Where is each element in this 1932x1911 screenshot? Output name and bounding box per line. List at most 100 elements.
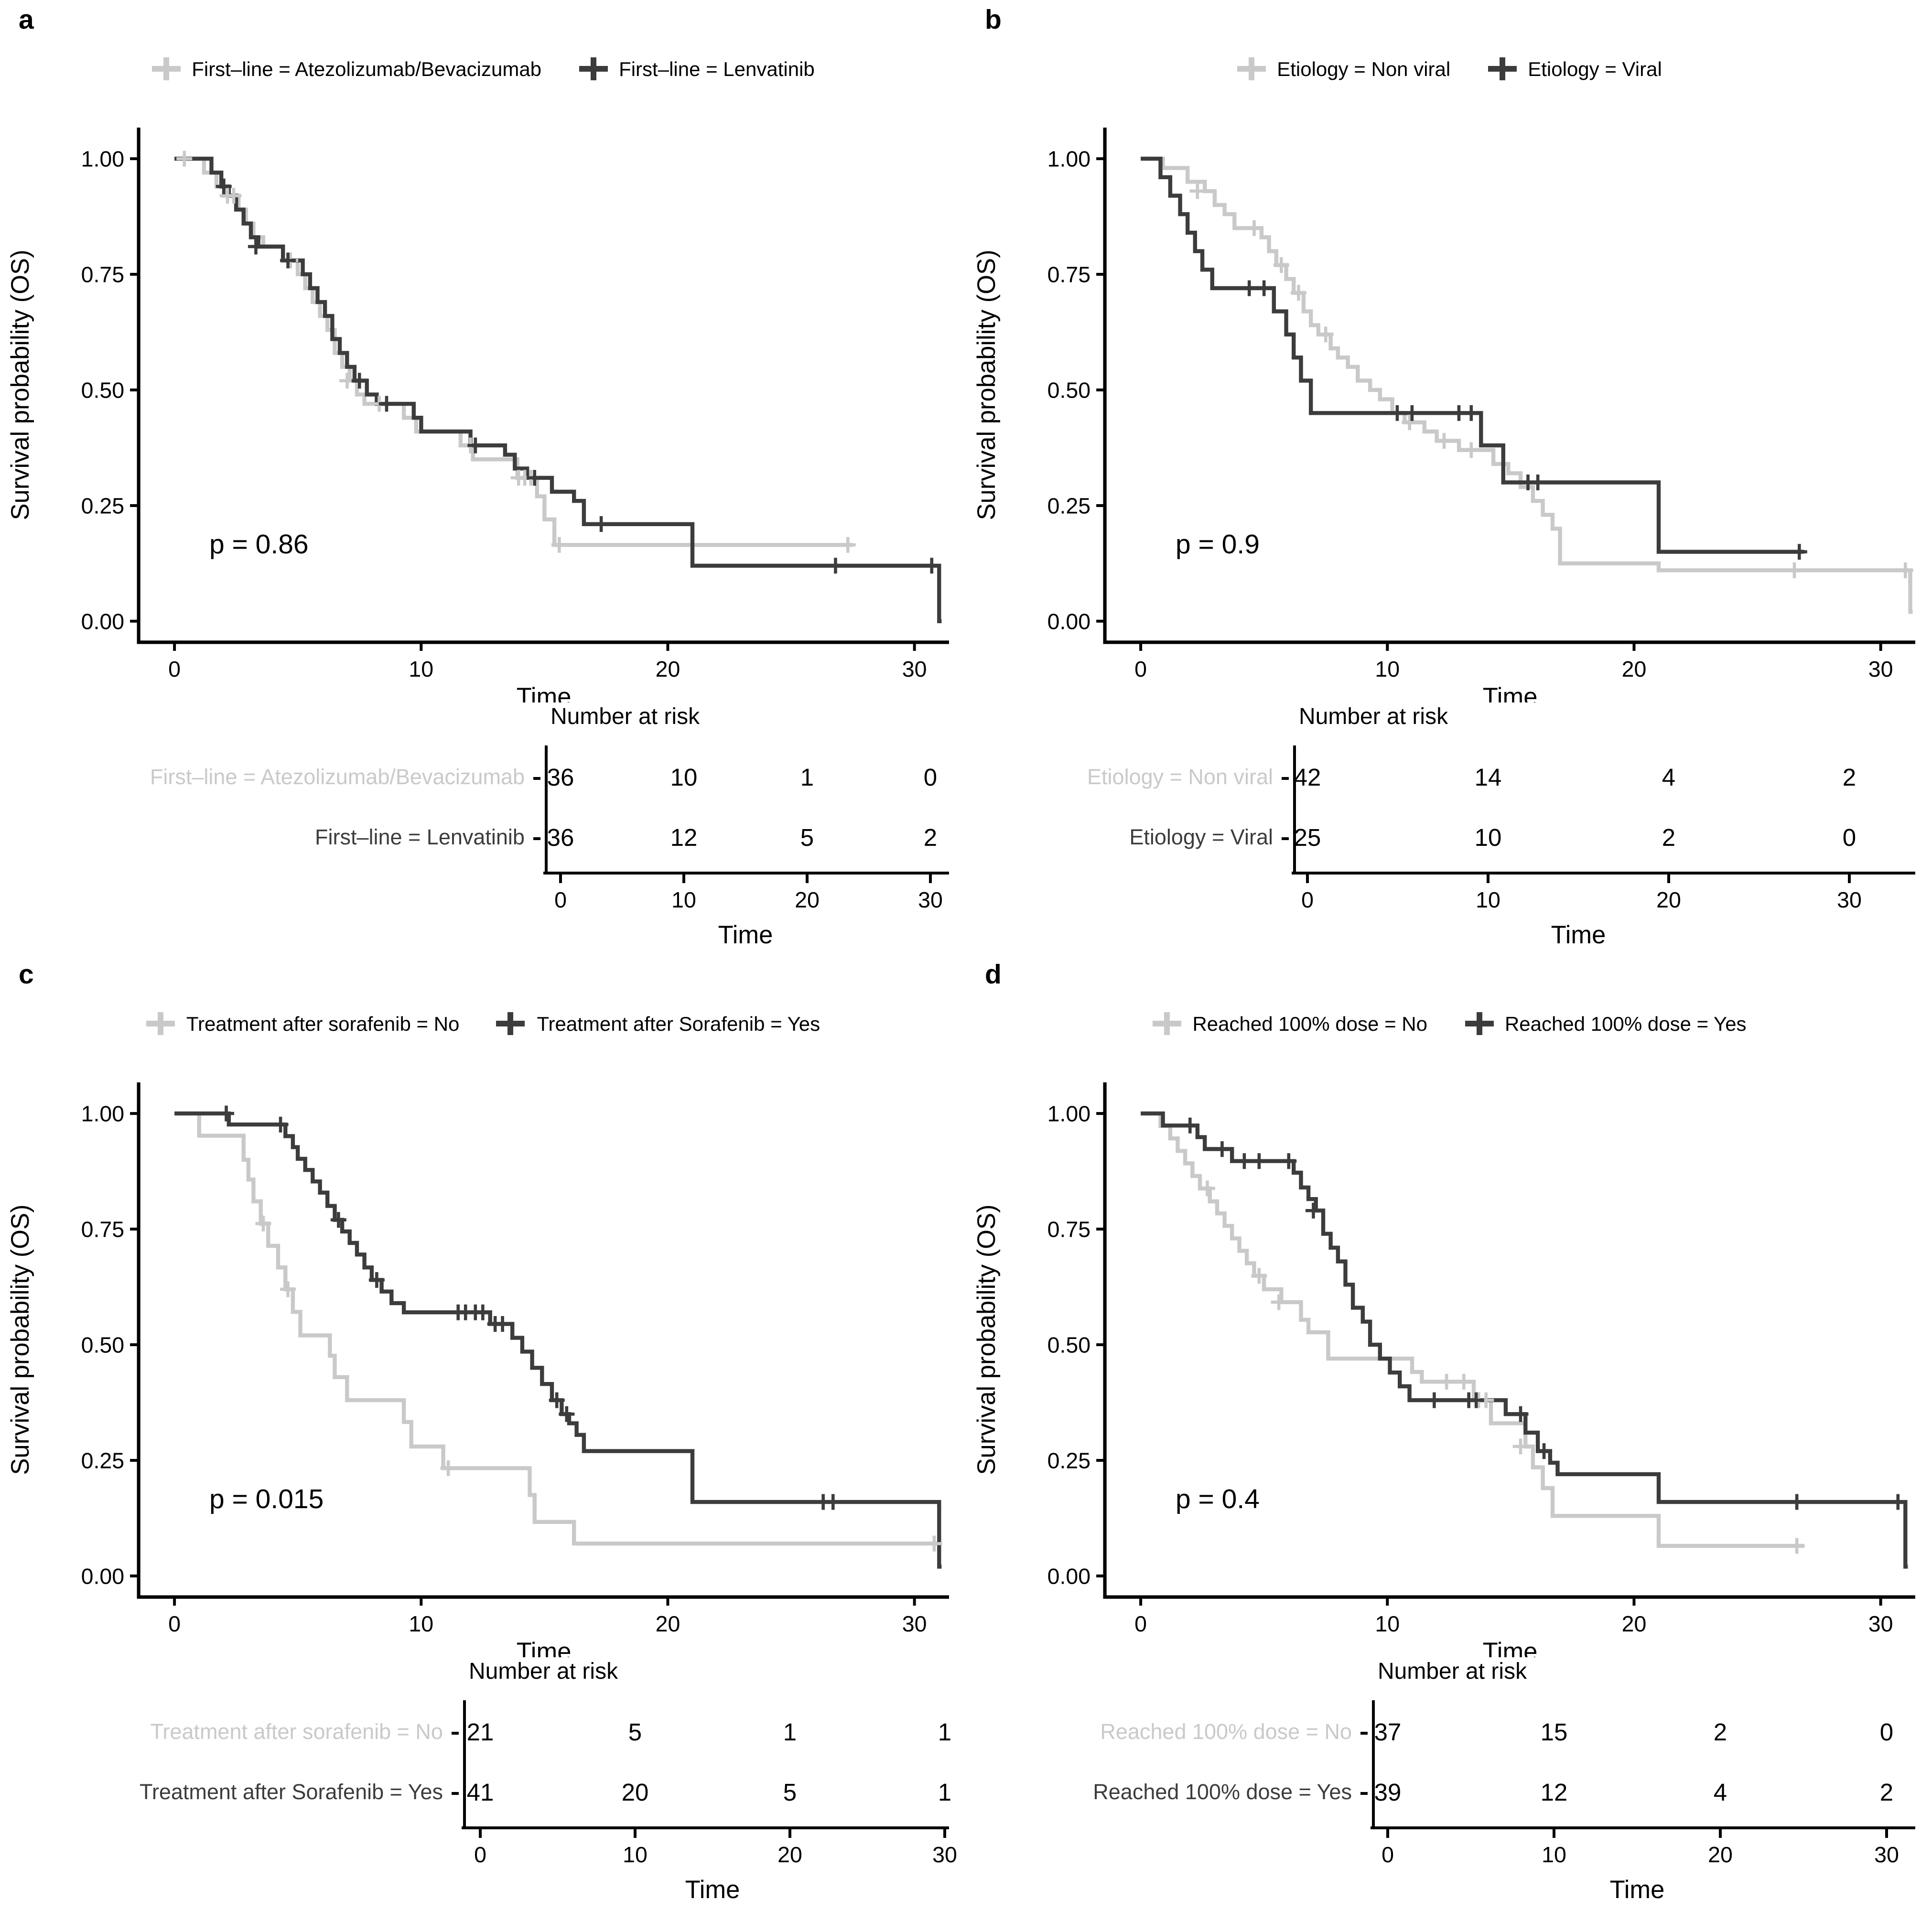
p-value-label: p = 0.015 [209,1484,324,1514]
y-tick-label: 1.00 [81,1101,125,1126]
risk-axis-title: Time [685,1875,740,1904]
risk-value: 10 [670,764,698,791]
y-tick-label: 0.75 [1047,262,1091,287]
legend-item: Etiology = Viral [1488,57,1662,80]
axis-tick-label: 0 [1301,889,1314,913]
risk-value: 42 [1294,764,1321,791]
axis-tick [533,777,540,780]
axis-tick-label: 10 [671,889,696,913]
axis-tick [1719,1829,1722,1838]
risk-table: Number at risk Treatment after sorafenib… [0,1660,966,1910]
risk-value: 1 [938,1719,952,1746]
y-tick-label: 0.00 [1047,609,1091,634]
legend: Etiology = Non viral Etiology = Viral [966,57,1932,80]
risk-axis-line [1292,872,1915,875]
legend-label: Treatment after sorafenib = No [186,1012,460,1035]
risk-table-title: Number at risk [469,1660,618,1684]
censor-marks-light [176,151,856,553]
km-curve-dark [1141,156,1804,554]
x-tick-label: 20 [1622,657,1647,681]
axis-tick-label: 20 [1708,1844,1733,1868]
risk-row: First–line = Lenvatinib 36 12 5 2 [0,814,966,866]
risk-row-label: Etiology = Viral [1129,826,1273,850]
axis-tick [1306,875,1309,883]
axis-tick [1885,1829,1888,1838]
p-value-label: p = 0.4 [1176,1484,1260,1514]
axis-tick [1360,1732,1368,1735]
risk-axis-line [462,1826,949,1829]
risk-row-label: Treatment after Sorafenib = Yes [140,1781,443,1805]
axis-tick-label: 10 [1476,889,1500,913]
axis-tick-label: 0 [474,1844,486,1868]
censor-plus-icon [151,57,181,80]
axis-tick [634,1829,637,1838]
risk-value: 0 [923,764,938,791]
axis-tick-label: 20 [777,1844,802,1868]
axis-tick [682,875,685,883]
legend: Reached 100% dose = No Reached 100% dose… [966,1012,1932,1035]
risk-axis-title: Time [1609,1875,1665,1904]
risk-row: Etiology = Non viral 42 14 4 2 [966,754,1932,806]
risk-axis-vline [545,745,548,872]
x-tick-label: 30 [1868,657,1893,681]
p-value-label: p = 0.86 [209,529,309,560]
censor-plus-icon [1464,1012,1493,1035]
legend-label: Etiology = Non viral [1277,57,1451,80]
x-tick-label: 20 [1622,1611,1647,1636]
censor-plus-icon [579,57,608,80]
risk-table: Number at risk Reached 100% dose = No 37… [966,1660,1932,1910]
risk-axis-title: Time [718,920,773,949]
risk-table: Number at risk Etiology = Non viral 42 1… [966,705,1932,955]
axis-tick [806,875,809,883]
risk-axis-title: Time [1551,920,1606,949]
y-tick-label: 0.50 [81,378,125,403]
y-tick-label: 0.50 [1047,1333,1091,1358]
risk-table: Number at risk First–line = Atezolizumab… [0,705,966,955]
risk-table-title: Number at risk [1299,705,1448,730]
risk-value: 20 [621,1779,649,1806]
y-axis-title: Survival probability (OS) [972,1204,1001,1475]
censor-marks-dark [1182,1117,1906,1510]
x-axis-title: Time [1483,683,1538,702]
risk-value: 5 [800,824,814,852]
legend-label: Reached 100% dose = Yes [1504,1012,1747,1035]
legend-item: Reached 100% dose = Yes [1464,1012,1747,1035]
risk-value: 37 [1374,1719,1402,1746]
axis-tick [452,1732,459,1735]
risk-row-label: First–line = Lenvatinib [314,826,525,850]
panel-letter: d [985,961,1002,991]
y-tick-label: 0.75 [81,1217,125,1242]
risk-axis-line [543,872,949,875]
censor-marks-dark [1241,280,1807,560]
axis-tick [1386,1829,1389,1838]
censor-marks-light [1189,183,1913,578]
risk-table-title: Number at risk [550,705,700,730]
y-tick-label: 0.25 [81,1448,125,1473]
km-panel-2: c Treatment after sorafenib = No Treatme… [0,955,966,1910]
y-tick-label: 0.50 [1047,378,1091,403]
risk-value: 14 [1474,764,1502,791]
axis-tick [533,837,540,840]
risk-row-label: First–line = Atezolizumab/Bevacizumab [150,766,525,790]
legend-item: Reached 100% dose = No [1152,1012,1427,1035]
risk-value: 5 [628,1719,642,1746]
risk-row: Treatment after Sorafenib = Yes 41 20 5 … [0,1769,966,1821]
x-tick-label: 30 [1868,1611,1893,1636]
legend-label: First–line = Lenvatinib [619,57,815,80]
y-tick-label: 1.00 [1047,1101,1091,1126]
panel-letter: c [19,961,34,991]
risk-value: 0 [1842,824,1856,852]
x-axis-title: Time [517,683,572,702]
axis-tick [929,875,932,883]
risk-value: 12 [670,824,698,852]
axis-tick-label: 30 [1874,1844,1899,1868]
y-axis-title: Survival probability (OS) [6,1204,34,1475]
risk-axis-vline [1372,1700,1375,1826]
legend-item: Etiology = Non viral [1237,57,1450,80]
legend: Treatment after sorafenib = No Treatment… [0,1012,966,1035]
risk-value: 1 [783,1719,797,1746]
legend: First–line = Atezolizumab/Bevacizumab Fi… [0,57,966,80]
x-tick-label: 0 [168,1611,181,1636]
risk-row-label: Treatment after sorafenib = No [150,1720,443,1745]
km-plot: 1.00 0.75 0.50 0.25 0.00 0 10 20 30 Time Survival … [972,1082,1915,1657]
